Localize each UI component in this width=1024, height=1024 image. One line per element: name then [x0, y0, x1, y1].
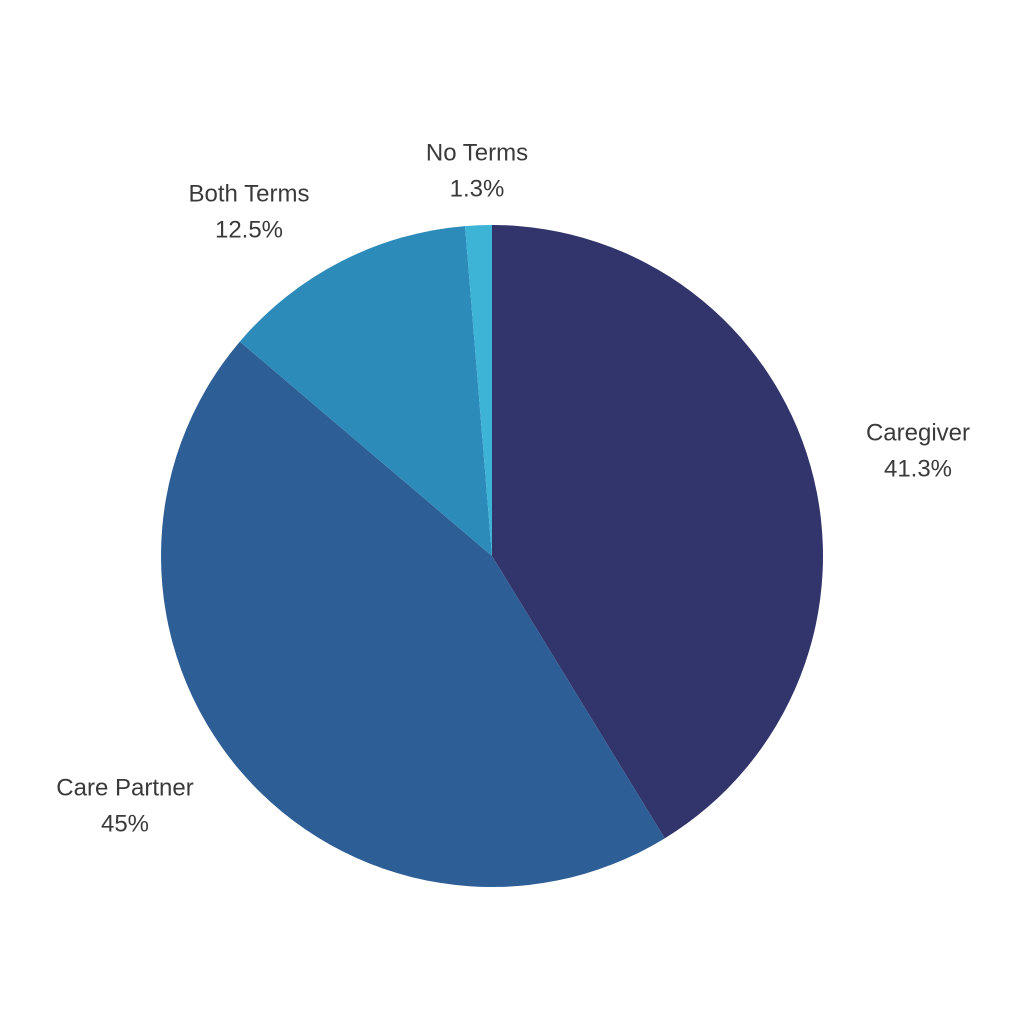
slice-label-no-terms: No Terms	[426, 139, 528, 166]
pie-slice-care-partner	[160, 341, 665, 887]
slice-value-care-partner: 45%	[101, 810, 149, 837]
pie-slice-caregiver	[492, 225, 823, 839]
slice-label-care-partner: Care Partner	[56, 774, 193, 801]
slice-label-caregiver: Caregiver	[866, 419, 970, 446]
pie-labels: Caregiver 41.3% Care Partner 45% Both Terms 1…	[56, 139, 970, 837]
slice-value-no-terms: 1.3%	[450, 175, 505, 202]
slice-label-both-terms: Both Terms	[189, 180, 310, 207]
pie-slices	[160, 225, 823, 887]
slice-value-caregiver: 41.3%	[884, 455, 952, 482]
slice-value-both-terms: 12.5%	[215, 216, 283, 243]
pie-slice-both-terms	[239, 226, 492, 556]
pie-slice-no-terms	[465, 225, 492, 556]
